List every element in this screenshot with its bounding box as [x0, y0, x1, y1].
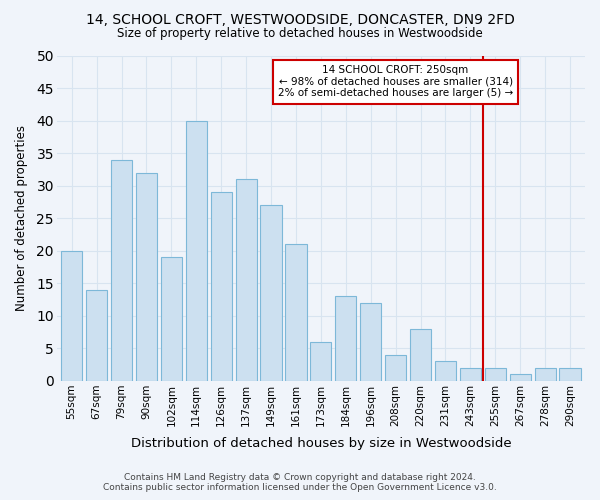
Bar	[385, 355, 406, 381]
Bar	[185, 120, 207, 381]
Bar	[335, 296, 356, 381]
Y-axis label: Number of detached properties: Number of detached properties	[15, 125, 28, 311]
X-axis label: Distribution of detached houses by size in Westwoodside: Distribution of detached houses by size …	[131, 437, 511, 450]
Text: Contains HM Land Registry data © Crown copyright and database right 2024.
Contai: Contains HM Land Registry data © Crown c…	[103, 473, 497, 492]
Bar	[161, 258, 182, 381]
Bar	[86, 290, 107, 381]
Bar	[260, 205, 281, 381]
Bar	[509, 374, 531, 381]
Text: Size of property relative to detached houses in Westwoodside: Size of property relative to detached ho…	[117, 28, 483, 40]
Bar	[286, 244, 307, 381]
Bar	[360, 303, 381, 381]
Bar	[111, 160, 132, 381]
Bar	[410, 329, 431, 381]
Bar	[310, 342, 331, 381]
Text: 14 SCHOOL CROFT: 250sqm
← 98% of detached houses are smaller (314)
2% of semi-de: 14 SCHOOL CROFT: 250sqm ← 98% of detache…	[278, 66, 513, 98]
Bar	[136, 172, 157, 381]
Bar	[61, 251, 82, 381]
Bar	[485, 368, 506, 381]
Bar	[435, 362, 456, 381]
Bar	[236, 179, 257, 381]
Text: 14, SCHOOL CROFT, WESTWOODSIDE, DONCASTER, DN9 2FD: 14, SCHOOL CROFT, WESTWOODSIDE, DONCASTE…	[86, 12, 514, 26]
Bar	[460, 368, 481, 381]
Bar	[535, 368, 556, 381]
Bar	[211, 192, 232, 381]
Bar	[559, 368, 581, 381]
